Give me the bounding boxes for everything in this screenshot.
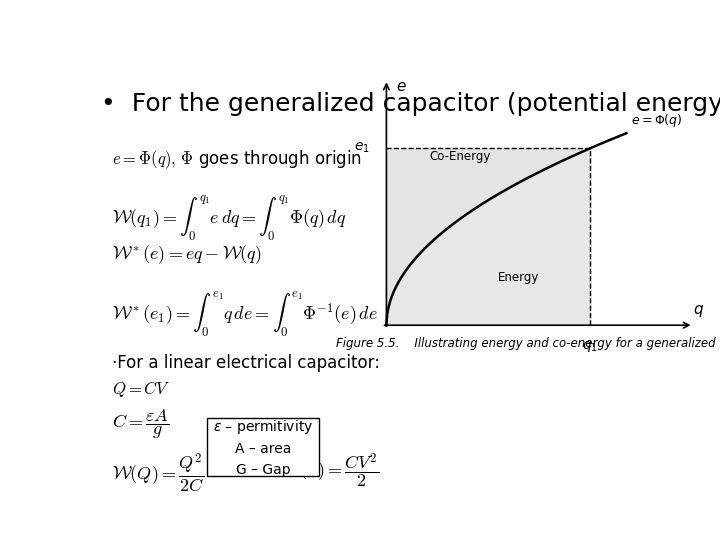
Text: $C = \dfrac{\varepsilon A}{g}$: $C = \dfrac{\varepsilon A}{g}$ (112, 408, 169, 442)
Text: $e_1$: $e_1$ (354, 141, 369, 156)
Text: $\mathcal{W}(q_1) = \int_0^{q_1} e\, dq = \int_0^{q_1} \Phi(q)\, dq$: $\mathcal{W}(q_1) = \int_0^{q_1} e\, dq … (112, 194, 346, 243)
Text: $\mathcal{W}^*(e) = eq - \mathcal{W}(q)$: $\mathcal{W}^*(e) = eq - \mathcal{W}(q)$ (112, 244, 263, 266)
Text: $e$: $e$ (396, 79, 407, 94)
FancyBboxPatch shape (207, 418, 319, 476)
Text: $\mathcal{W}^*(e_1) = \int_0^{e_1} q\, de = \int_0^{e_1} \Phi^{-1}(e)\, de$: $\mathcal{W}^*(e_1) = \int_0^{e_1} q\, d… (112, 289, 378, 339)
Text: Figure 5.5.    Illustrating energy and co-energy for a generalized capacitor.: Figure 5.5. Illustrating energy and co-e… (336, 337, 720, 350)
Text: $Q = CV$: $Q = CV$ (112, 379, 171, 399)
Text: $q$: $q$ (693, 303, 704, 320)
Text: $q_1$: $q_1$ (582, 339, 598, 354)
Text: $\varepsilon$ – permitivity
A – area
G – Gap: $\varepsilon$ – permitivity A – area G –… (213, 418, 313, 477)
Text: Energy: Energy (498, 271, 539, 284)
Text: $\mathcal{W}^*(V) = \dfrac{CV^2}{2}$: $\mathcal{W}^*(V) = \dfrac{CV^2}{2}$ (269, 451, 379, 490)
Text: $e = \Phi(q),\, \Phi$ goes through origin: $e = \Phi(q),\, \Phi$ goes through origi… (112, 148, 362, 171)
Text: ·For a linear electrical capacitor:: ·For a linear electrical capacitor: (112, 354, 380, 372)
Text: $\mathcal{W}(Q) = \dfrac{Q^2}{2C}$: $\mathcal{W}(Q) = \dfrac{Q^2}{2C}$ (112, 451, 204, 495)
Text: $e = \Phi(q)$: $e = \Phi(q)$ (631, 112, 683, 130)
Text: Co-Energy: Co-Energy (430, 150, 491, 163)
Text: •  For the generalized capacitor (potential energy):: • For the generalized capacitor (potenti… (101, 92, 720, 116)
